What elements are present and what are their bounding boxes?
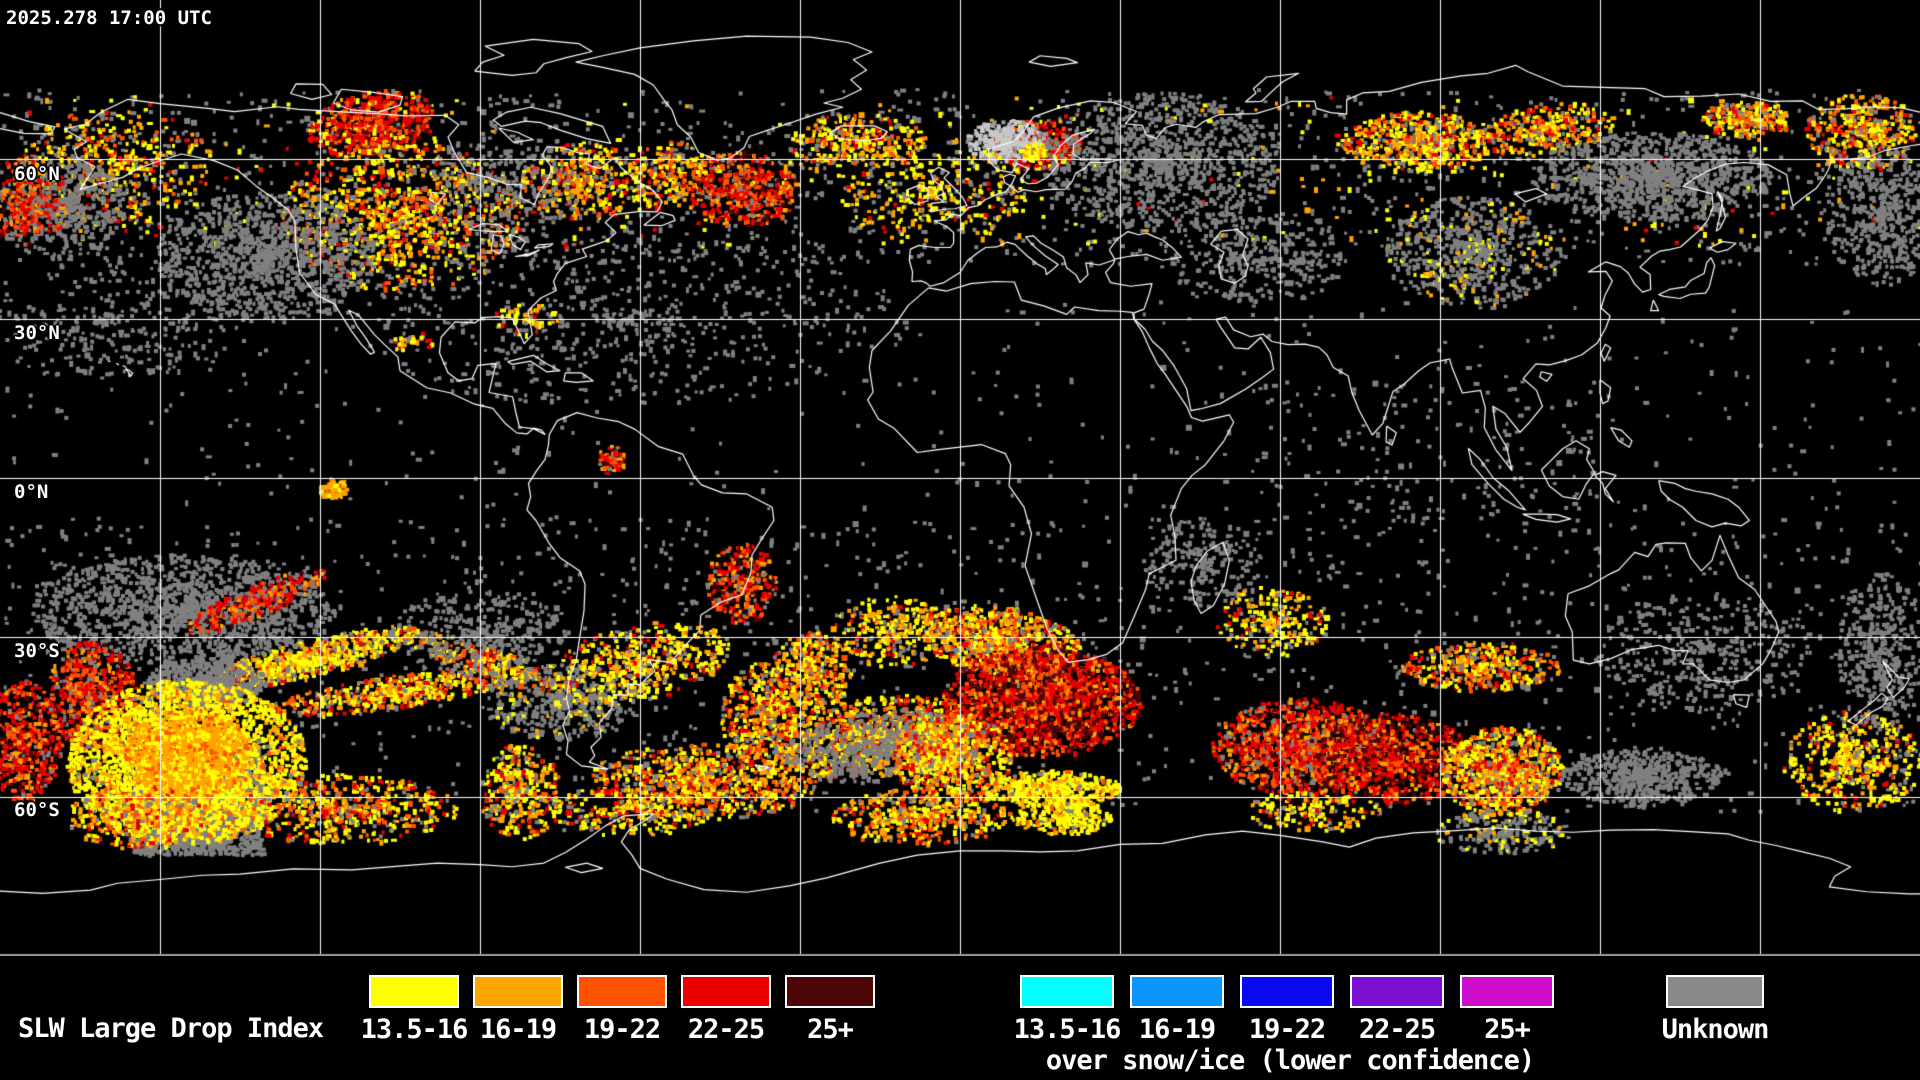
legend-item: 13.5-16 bbox=[360, 975, 469, 1045]
legend-item-label: 25+ bbox=[1484, 1014, 1531, 1045]
legend-item: 19-22 bbox=[1232, 975, 1342, 1045]
lat-label-30s: 30°S bbox=[14, 640, 60, 662]
world-map-canvas bbox=[0, 0, 1920, 956]
lat-label-60s: 60°S bbox=[14, 799, 60, 821]
legend-group-snow-ice: 13.5-16 16-19 19-22 22-25 25+ bbox=[1012, 975, 1562, 1045]
legend-snow-ice-caption: over snow/ice (lower confidence) bbox=[1045, 1045, 1535, 1076]
legend-swatch-unknown bbox=[1666, 975, 1764, 1008]
legend-item: 22-25 bbox=[1342, 975, 1452, 1045]
legend-swatch-standard bbox=[577, 975, 667, 1008]
timestamp: 2025.278 17:00 UTC bbox=[6, 7, 212, 29]
legend-item: Unknown bbox=[1660, 975, 1770, 1045]
legend-swatch-standard bbox=[681, 975, 771, 1008]
legend-swatch-standard bbox=[473, 975, 563, 1008]
legend-swatch-snow-ice bbox=[1240, 975, 1334, 1008]
legend-swatch-standard bbox=[369, 975, 459, 1008]
legend-group-unknown: Unknown bbox=[1660, 975, 1770, 1045]
lat-label-60n: 60°N bbox=[14, 163, 60, 185]
legend-item: 16-19 bbox=[1122, 975, 1232, 1045]
legend-item: 25+ bbox=[1452, 975, 1562, 1045]
legend-swatch-snow-ice bbox=[1350, 975, 1444, 1008]
legend-item: 16-19 bbox=[466, 975, 570, 1045]
legend-item-label: 13.5-16 bbox=[360, 1014, 469, 1045]
lat-label-0n: 0°N bbox=[14, 481, 49, 503]
legend-item-label: Unknown bbox=[1661, 1014, 1770, 1045]
legend-item-label: 16-19 bbox=[479, 1014, 557, 1045]
legend-swatch-snow-ice bbox=[1130, 975, 1224, 1008]
legend-bar: SLW Large Drop Index 13.5-16 16-19 19-22 22… bbox=[0, 956, 1920, 1080]
legend-item-label: 22-25 bbox=[1358, 1014, 1436, 1045]
legend-item: 19-22 bbox=[570, 975, 674, 1045]
legend-swatch-snow-ice bbox=[1020, 975, 1114, 1008]
legend-title: SLW Large Drop Index bbox=[18, 1013, 324, 1044]
legend-item-label: 19-22 bbox=[1248, 1014, 1326, 1045]
legend-item-label: 16-19 bbox=[1138, 1014, 1216, 1045]
legend-item-label: 25+ bbox=[807, 1014, 854, 1045]
legend-item-label: 13.5-16 bbox=[1013, 1014, 1122, 1045]
legend-item-label: 19-22 bbox=[583, 1014, 661, 1045]
legend-group-standard: 13.5-16 16-19 19-22 22-25 25+ bbox=[360, 975, 882, 1045]
legend-item-label: 22-25 bbox=[687, 1014, 765, 1045]
legend-item: 25+ bbox=[778, 975, 882, 1045]
legend-swatch-snow-ice bbox=[1460, 975, 1554, 1008]
legend-item: 13.5-16 bbox=[1012, 975, 1122, 1045]
lat-label-30n: 30°N bbox=[14, 322, 60, 344]
legend-item: 22-25 bbox=[674, 975, 778, 1045]
legend-swatch-standard bbox=[785, 975, 875, 1008]
